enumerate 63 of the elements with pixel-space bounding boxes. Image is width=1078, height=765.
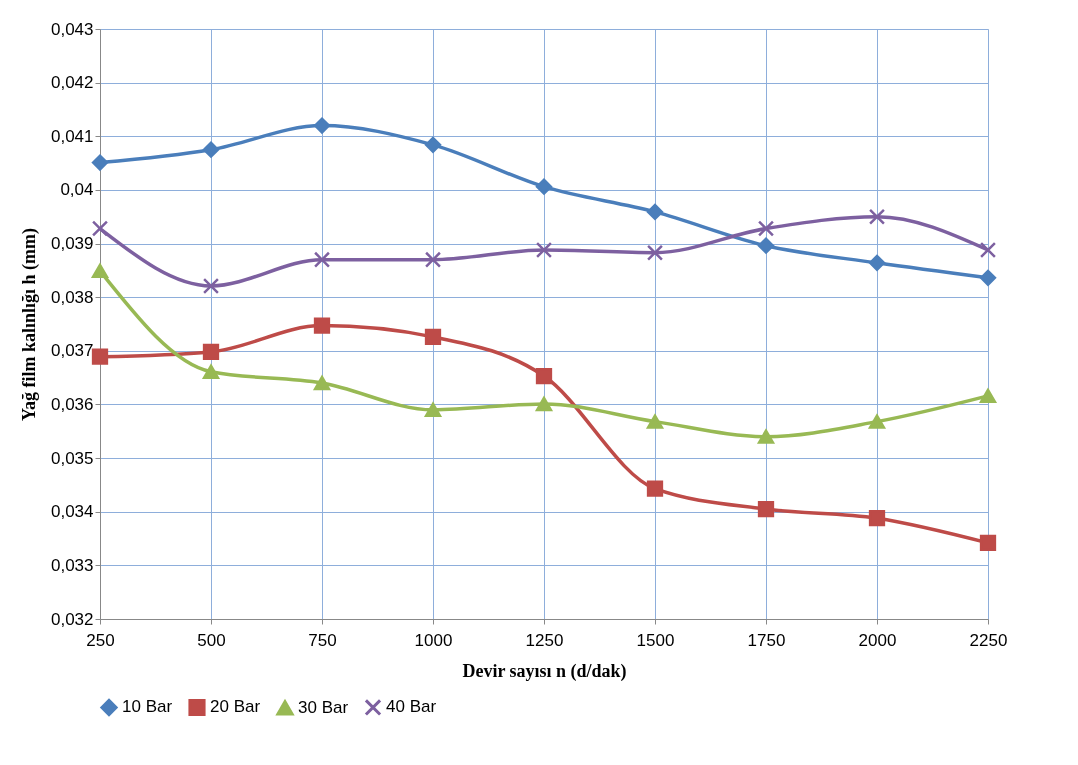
point (757, 429, 775, 444)
x-tick-label: 2250 (969, 630, 1008, 650)
point (868, 510, 886, 527)
point (202, 343, 220, 361)
y-tick-label: 0,033 (50, 555, 94, 575)
point (202, 364, 220, 379)
point (868, 254, 886, 271)
x-tick-label: 500 (197, 630, 226, 650)
x-axis-title: Devir sayısı n (d/dak) (462, 660, 627, 682)
x-tick-label: 250 (86, 630, 115, 650)
point (868, 414, 886, 429)
point (91, 348, 109, 365)
point (757, 220, 775, 237)
point (313, 375, 331, 391)
point (757, 237, 775, 254)
point (313, 251, 331, 268)
y-tick-label: 0,04 (60, 180, 94, 200)
point (646, 414, 664, 429)
y-tick-label: 0,039 (50, 234, 94, 254)
y-tick-label: 0,036 (50, 394, 94, 414)
x-tick-label: 1250 (525, 630, 564, 650)
point (757, 500, 775, 518)
point (91, 263, 109, 279)
y-tick-label: 0,037 (50, 341, 94, 361)
point (646, 480, 664, 497)
point (979, 241, 997, 259)
point (91, 220, 109, 237)
point (535, 241, 553, 259)
legend-label: 40 Bar (386, 697, 437, 717)
y-axis-title: Yağ film kalınlığı h (mm) (18, 227, 40, 422)
y-tick-label: 0,038 (50, 287, 94, 307)
point (202, 277, 220, 295)
point (424, 402, 442, 418)
y-tick-label: 0,035 (50, 448, 94, 468)
point (868, 208, 886, 225)
y-tick-label: 0,032 (50, 609, 94, 629)
y-tick-label: 0,042 (50, 73, 94, 93)
legend-label: 20 Bar (210, 697, 261, 717)
point (646, 203, 664, 221)
x-tick-label: 750 (308, 630, 337, 650)
point (424, 251, 442, 268)
y-tick-label: 0,041 (50, 126, 94, 146)
point (424, 328, 442, 346)
point (535, 178, 553, 195)
point (646, 244, 664, 261)
point (91, 154, 109, 171)
x-tick-label: 1000 (414, 630, 453, 650)
x-tick-label: 1500 (636, 630, 675, 650)
y-tick-label: 0,034 (50, 502, 94, 522)
point (535, 396, 553, 412)
y-tick-label: 0,043 (50, 19, 94, 39)
point (202, 141, 220, 158)
legend-label: 10 Bar (122, 697, 173, 717)
point (979, 388, 997, 404)
point (979, 534, 997, 551)
point (424, 136, 442, 153)
x-tick-label: 1750 (747, 630, 786, 650)
point (313, 317, 331, 334)
point (313, 117, 331, 134)
x-tick-label: 2000 (858, 630, 897, 650)
legend-label: 30 Bar (298, 697, 349, 717)
point (535, 367, 553, 385)
point (979, 269, 997, 287)
